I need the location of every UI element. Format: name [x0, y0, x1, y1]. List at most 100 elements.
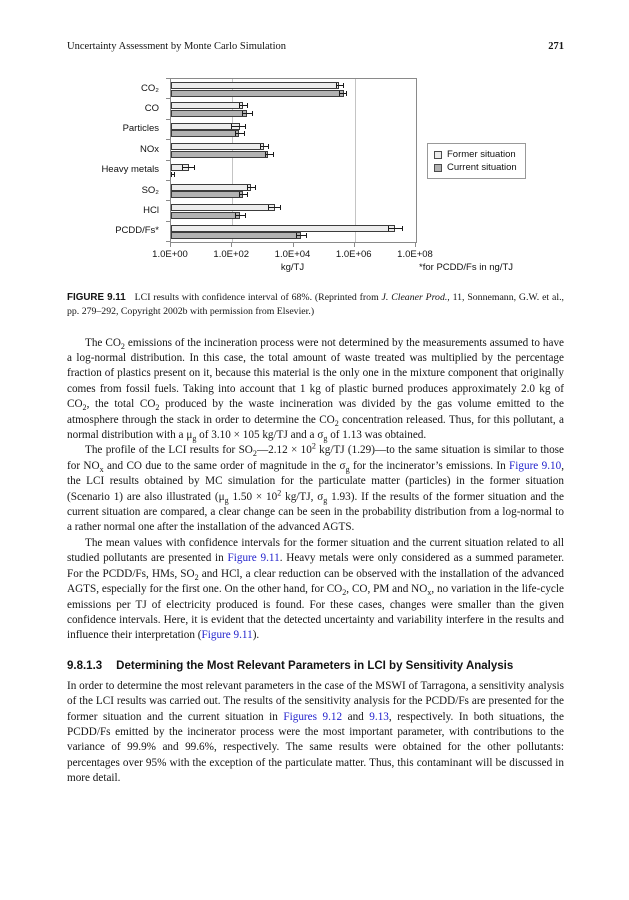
page-number: 271 [548, 41, 564, 52]
y-axis-tick [166, 98, 170, 100]
error-bar-cap [246, 184, 248, 190]
chart-category-label: PCDD/Fs* [115, 225, 159, 237]
chart-bar [171, 130, 240, 138]
chart-category-label: CO [144, 103, 159, 115]
y-axis-tick [166, 118, 170, 120]
chart-bar [171, 224, 396, 232]
chart-x-axis-label: kg/TJ [280, 262, 305, 273]
error-bar [264, 153, 273, 155]
figure-9-10-link[interactable]: Figure 9.10 [509, 459, 562, 472]
chart-category-axis: CO₂ CO Particles NOx Heavy metals SO₂ HCl PCDD/… [0, 78, 165, 241]
x-axis-tick [231, 243, 233, 247]
error-bar-cap [230, 123, 232, 129]
error-bar [335, 85, 343, 86]
section-number: 9.8.1.3 [67, 659, 103, 672]
error-bar-cap [339, 90, 341, 96]
error-bar-cap [243, 131, 245, 137]
error-bar [260, 146, 269, 148]
chart-bar [171, 143, 265, 151]
y-axis-tick [166, 200, 170, 202]
error-bar [268, 207, 281, 209]
error-bar-cap [335, 83, 337, 88]
error-bar-cap [306, 233, 308, 239]
legend-label: Former situation [447, 149, 516, 160]
error-bar-cap [264, 151, 266, 157]
x-axis-tick [415, 243, 416, 247]
chart-bar [171, 183, 252, 191]
chart-gridline [354, 79, 356, 242]
x-axis-tick-label: 1.0E+02 [213, 249, 250, 260]
figure-9-11-link[interactable]: Figure 9.11 [227, 552, 280, 565]
chart-category-label: CO₂ [141, 82, 159, 94]
chart-category-label: SO₂ [141, 184, 159, 196]
error-bar-cap [402, 225, 404, 231]
running-head: Uncertainty Assessment by Monte Carlo Si… [67, 41, 564, 52]
error-bar [235, 133, 244, 135]
y-axis-tick [166, 139, 170, 141]
x-axis-tick-label: 1.0E+06 [335, 249, 372, 260]
error-bar [182, 166, 194, 168]
figure-9-13-link[interactable]: 9.13 [369, 710, 389, 723]
chart-bar [171, 82, 340, 89]
figure-9-11-link-2[interactable]: Figure 9.11 [201, 629, 253, 642]
error-bar-cap [247, 103, 249, 109]
legend-swatch [434, 163, 442, 172]
figure-caption-text: LCI results with confidence interval of … [67, 292, 564, 317]
error-bar-cap [174, 172, 176, 177]
x-axis-tick [353, 243, 355, 247]
error-bar [387, 227, 403, 229]
y-axis-tick [166, 179, 170, 181]
error-bar-cap [242, 110, 244, 116]
error-bar-cap [272, 151, 274, 157]
figure-caption: FIGURE 9.11 LCI results with confidence i… [67, 291, 564, 319]
y-axis-tick [166, 159, 170, 161]
error-bar-cap [245, 123, 247, 129]
error-bar-cap [238, 103, 240, 109]
x-axis-tick-label: 1.0E+04 [274, 249, 311, 260]
y-axis-tick [166, 220, 170, 222]
chart-bar [171, 191, 243, 199]
error-bar-cap [260, 144, 262, 150]
legend-entry: Current situation [434, 161, 517, 174]
error-bar [239, 194, 247, 196]
chart-bar [171, 232, 302, 240]
section-title: Determining the Most Relevant Parameters… [116, 659, 514, 672]
body-paragraph-after-heading: In order to determine the most relevant … [67, 679, 564, 787]
figure-9-11-chart: CO₂ CO Particles NOx Heavy metals SO₂ HCl PCDD/… [0, 75, 629, 287]
chart-bar [171, 150, 269, 158]
chart-bar [171, 102, 244, 110]
chart-category-label: HCl [143, 204, 159, 216]
y-axis-tick [166, 78, 170, 79]
chart-plot-area [170, 78, 417, 243]
error-bar [230, 125, 246, 127]
error-bar-cap [251, 110, 253, 116]
legend-entry: Former situation [434, 148, 517, 161]
figures-9-12-link[interactable]: Figures 9.12 [283, 710, 343, 723]
error-bar-cap [239, 192, 241, 198]
error-bar [339, 92, 347, 94]
chart-category-label: NOx [140, 143, 159, 155]
legend-label: Current situation [447, 162, 517, 173]
chart-category-label: Particles [122, 123, 159, 135]
error-bar-cap [268, 205, 270, 211]
chart-bar [171, 204, 275, 212]
y-axis-tick [166, 241, 170, 242]
x-axis-tick [170, 243, 171, 247]
error-bar-cap [346, 90, 348, 96]
chart-bar [171, 89, 345, 97]
error-bar [295, 235, 307, 237]
error-bar-cap [246, 192, 248, 198]
error-bar [234, 214, 245, 216]
running-title: Uncertainty Assessment by Monte Carlo Si… [67, 41, 287, 52]
x-axis-tick-label: 1.0E+00 [152, 249, 188, 260]
error-bar-cap [342, 83, 344, 88]
error-bar-cap [254, 184, 256, 190]
body-paragraphs: The CO2 emissions of the incineration pr… [67, 336, 564, 644]
error-bar-cap [193, 164, 195, 170]
chart-bar [171, 109, 247, 117]
legend-swatch [434, 150, 442, 159]
error-bar [238, 105, 248, 107]
error-bar [246, 186, 255, 188]
error-bar-cap [171, 172, 172, 177]
